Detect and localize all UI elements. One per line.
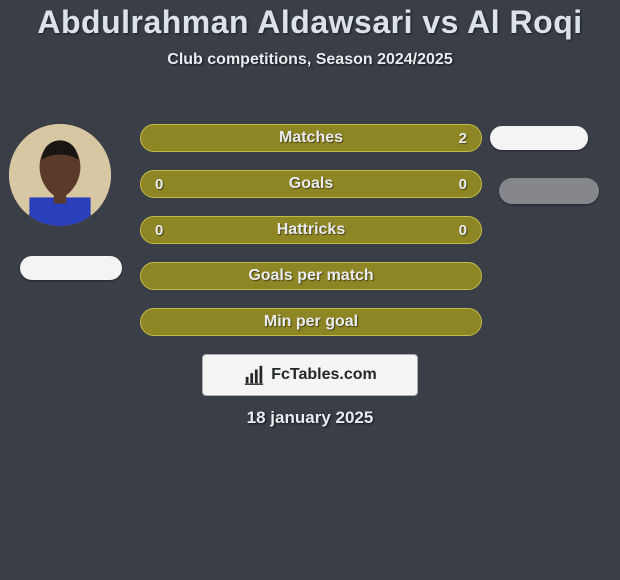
branding-box: FcTables.com xyxy=(202,354,418,396)
stat-row: Matches 2 xyxy=(140,124,482,152)
subtitle: Club competitions, Season 2024/2025 xyxy=(0,51,620,69)
stat-label: Matches xyxy=(141,129,481,147)
date-text: 18 january 2025 xyxy=(0,408,620,428)
page-title: Abdulrahman Aldawsari vs Al Roqi xyxy=(0,4,620,41)
branding-text: FcTables.com xyxy=(271,366,377,384)
player-name-pill-right-1 xyxy=(490,126,588,150)
player-name-pill-left xyxy=(20,256,122,280)
stat-row: 0 Goals 0 xyxy=(140,170,482,198)
avatar-placeholder-icon xyxy=(9,124,111,226)
comparison-card: Abdulrahman Aldawsari vs Al Roqi Club co… xyxy=(0,0,620,580)
bar-chart-icon xyxy=(243,364,265,386)
player-name-pill-right-2 xyxy=(499,178,599,204)
stat-label: Goals per match xyxy=(141,267,481,285)
stat-row: Min per goal xyxy=(140,308,482,336)
stat-row: 0 Hattricks 0 xyxy=(140,216,482,244)
stat-label: Goals xyxy=(141,175,481,193)
stat-label: Hattricks xyxy=(141,221,481,239)
stat-row: Goals per match xyxy=(140,262,482,290)
player-avatar-left xyxy=(9,124,111,226)
stat-label: Min per goal xyxy=(141,313,481,331)
stat-rows: Matches 2 0 Goals 0 0 Hattricks 0 Goals … xyxy=(140,124,482,354)
